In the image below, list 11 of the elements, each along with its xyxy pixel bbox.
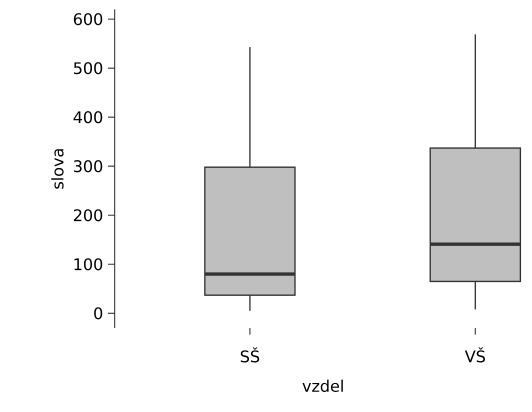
- y-tick-label: 300: [74, 160, 102, 172]
- x-tick-label: VŠ: [464, 347, 485, 362]
- y-tick-label: 200: [74, 209, 102, 222]
- y-tick-label: 600: [74, 13, 102, 26]
- x-tick-label: SŠ: [240, 347, 260, 362]
- y-tick-label: 500: [74, 62, 102, 74]
- y-axis-title: slova: [51, 149, 64, 189]
- y-tick-label: 0: [94, 307, 102, 320]
- x-axis-title: vzdel: [302, 380, 343, 392]
- y-tick-label: 400: [74, 111, 102, 124]
- y-tick-label: 100: [74, 258, 102, 270]
